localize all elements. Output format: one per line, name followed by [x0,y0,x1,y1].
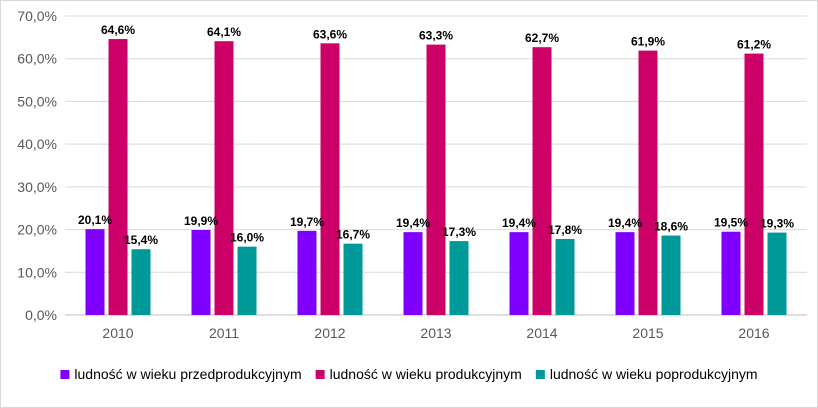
legend-item-1: ludność w wieku produkcyjnym [315,366,522,382]
bar-2013-series-0 [403,232,423,315]
x-axis-tick-labels: 2010 2011 2012 2013 2014 2015 2016 [102,325,769,341]
x-tick-label-2015: 2015 [632,325,663,341]
bar-2010-series-1 [108,39,128,316]
data-label-2012-series-2: 16,7% [336,228,370,242]
data-label-2010-series-1: 64,6% [101,23,135,37]
bar-2016-series-2 [767,232,787,315]
bar-2011-series-0 [191,229,211,315]
bar-2016-series-1 [744,53,764,316]
bar-2014-series-0 [509,232,529,315]
y-tick-label-4: 40,0% [17,136,57,152]
data-label-2016-series-1: 61,2% [737,38,771,52]
data-label-2015-series-0: 19,4% [608,216,642,230]
data-label-2016-series-2: 19,3% [760,217,794,231]
data-label-2010-series-2: 15,4% [124,233,158,247]
bar-2014-series-2 [555,238,575,315]
bar-2015-series-0 [615,232,635,315]
y-tick-label-5: 50,0% [17,93,57,109]
x-tick-label-2011: 2011 [209,325,239,341]
y-tick-label-3: 30,0% [17,179,57,195]
legend: ludność w wieku przedprodukcyjnym ludność… [60,366,758,382]
legend-swatch-0 [60,370,70,379]
data-label-2014-series-1: 62,7% [525,31,559,45]
bar-2011-series-2 [237,246,257,315]
bar-2012-series-1 [320,43,340,315]
legend-label-0: ludność w wieku przedprodukcyjnym [74,366,301,382]
x-tick-label-2016: 2016 [738,325,769,341]
data-label-2013-series-1: 63,3% [419,29,453,43]
y-axis-tick-labels: 0,0% 10,0% 20,0% 30,0% 40,0% 50,0% 60,0% 70,0% [17,8,57,323]
data-label-2012-series-1: 63,6% [313,27,347,41]
data-label-2014-series-0: 19,4% [502,216,536,230]
data-labels: 20,1% 64,6% 15,4% 19,9% 64,1% 16,0% 19,7% 63,6%… [78,23,794,247]
legend-label-1: ludność w wieku produkcyjnym [330,366,522,382]
data-label-2011-series-0: 19,9% [184,214,218,228]
y-tick-label-2: 20,0% [17,222,57,238]
bar-2014-series-1 [532,47,552,315]
y-tick-label-0: 0,0% [25,307,57,323]
y-tick-label-7: 70,0% [17,8,57,24]
legend-item-2: ludność w wieku poprodukcyjnym [535,366,758,382]
data-label-2010-series-0: 20,1% [78,213,112,227]
data-label-2013-series-2: 17,3% [442,225,476,239]
data-label-2015-series-1: 61,9% [631,35,665,49]
y-tick-label-1: 10,0% [17,264,57,280]
bar-2016-series-0 [721,231,741,315]
bar-2012-series-2 [343,243,363,315]
data-label-2015-series-2: 18,6% [654,220,688,234]
data-label-2011-series-1: 64,1% [207,25,241,39]
legend-swatch-1 [315,370,325,379]
bar-2015-series-2 [661,235,681,315]
legend-item-0: ludność w wieku przedprodukcyjnym [60,366,302,382]
data-label-2012-series-0: 19,7% [290,215,324,229]
legend-swatch-2 [535,370,545,379]
data-label-2011-series-2: 16,0% [230,231,264,245]
x-tick-label-2014: 2014 [526,325,557,341]
bar-2015-series-1 [638,50,658,315]
data-label-2013-series-0: 19,4% [396,216,430,230]
x-tick-label-2010: 2010 [102,325,133,341]
legend-label-2: ludność w wieku poprodukcyjnym [550,366,758,382]
data-label-2016-series-0: 19,5% [714,216,748,230]
bar-2012-series-0 [297,230,317,315]
bar-2013-series-2 [449,241,469,315]
bar-2010-series-2 [131,249,151,315]
bars [85,39,787,316]
bar-2013-series-1 [426,44,446,316]
data-label-2014-series-2: 17,8% [548,223,582,237]
x-tick-label-2012: 2012 [314,325,345,341]
bar-2010-series-0 [85,229,105,315]
y-tick-label-6: 60,0% [17,51,57,67]
bar-2011-series-1 [214,41,234,316]
x-tick-label-2013: 2013 [420,325,451,341]
